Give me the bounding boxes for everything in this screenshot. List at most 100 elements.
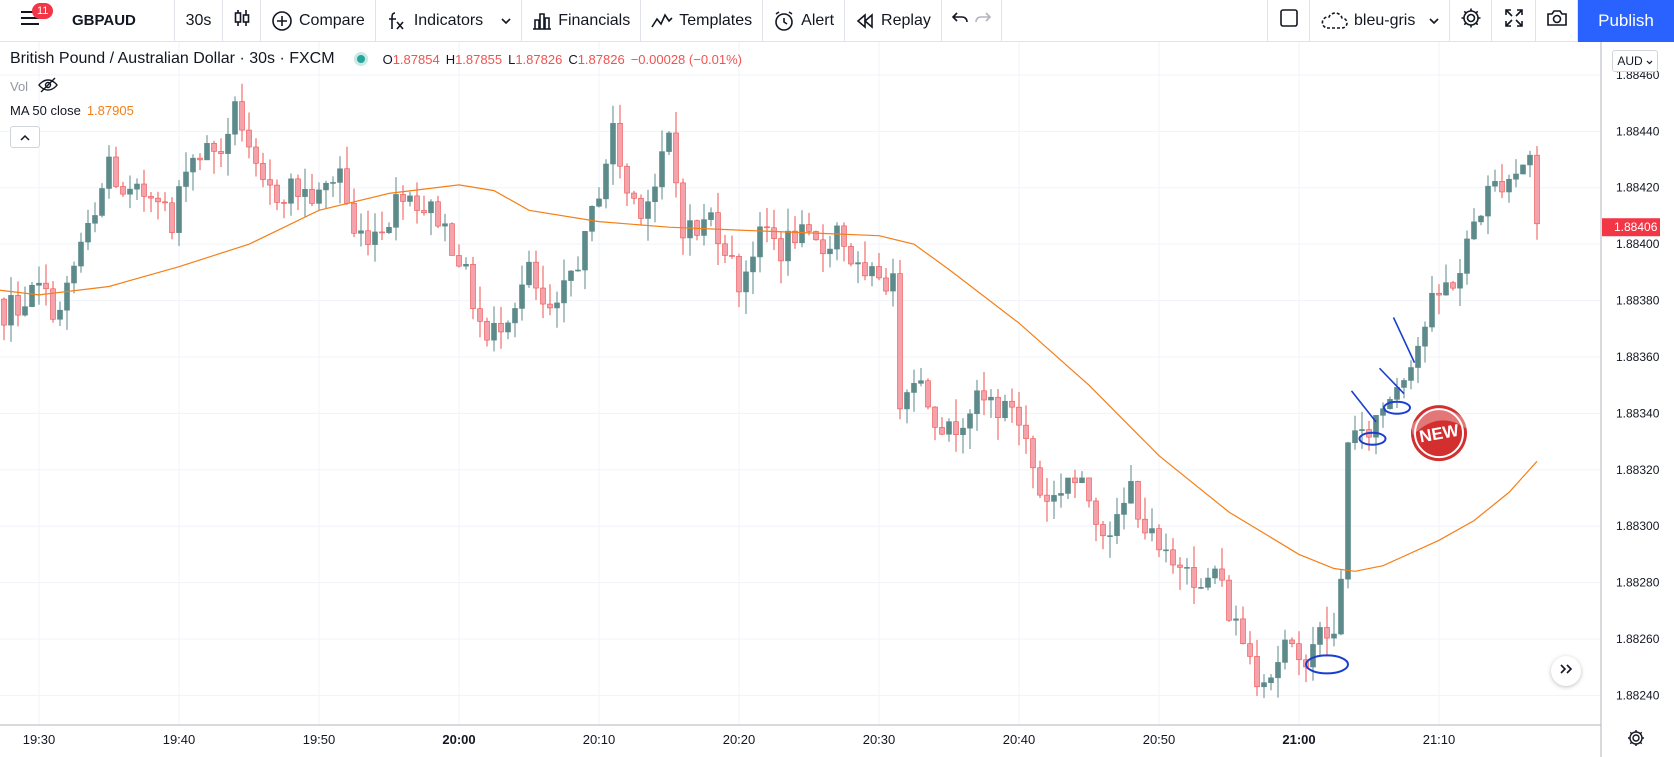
financials-button[interactable]: Financials: [522, 0, 642, 42]
candle-body-up: [505, 322, 511, 333]
candle: [743, 260, 749, 315]
candle: [981, 372, 987, 416]
candle-body-up: [904, 392, 910, 410]
candle: [190, 154, 196, 191]
candle-body-down: [673, 132, 679, 184]
market-status-dot[interactable]: [356, 55, 365, 63]
candle-body-up: [225, 133, 231, 154]
candle: [1065, 477, 1071, 500]
price-tick-label: 1.88280: [1616, 576, 1660, 590]
candle-body-down: [841, 225, 847, 247]
candle-body-up: [190, 157, 196, 173]
snapshot-button[interactable]: [1536, 0, 1578, 42]
candle-body-up: [85, 222, 91, 243]
candle-body-up: [1380, 408, 1386, 416]
ma-50-line: [0, 184, 1538, 572]
candle: [281, 199, 287, 219]
candle: [155, 191, 161, 220]
candle-body-up: [750, 256, 756, 273]
legend-collapse-button[interactable]: [10, 126, 40, 148]
symbol-description[interactable]: British Pound / Australian Dollar · 30s …: [10, 50, 335, 67]
candle: [799, 210, 805, 248]
candle: [1058, 473, 1064, 508]
candle-body-down: [414, 195, 420, 211]
redo-icon[interactable]: [975, 11, 991, 30]
candle: [631, 190, 637, 205]
compare-button[interactable]: Compare: [261, 0, 376, 42]
candle-body-up: [918, 380, 924, 384]
chevron-down-icon[interactable]: [501, 12, 511, 30]
settings-button[interactable]: [1450, 0, 1492, 42]
candle: [463, 257, 469, 270]
select-layout-button[interactable]: [1268, 0, 1310, 42]
candle: [855, 251, 861, 284]
drawing-line: [1392, 317, 1416, 363]
fullscreen-button[interactable]: [1492, 0, 1536, 42]
price-chart[interactable]: NEW 1.884601.884401.884201.884001.883801…: [0, 42, 1674, 757]
candle-body-up: [1352, 430, 1358, 444]
price-tick-label: 1.88380: [1616, 294, 1660, 308]
candle-body-down: [498, 323, 504, 333]
scroll-to-realtime-button[interactable]: [1551, 656, 1581, 686]
candle-body-up: [1128, 481, 1134, 504]
candle-body-down: [267, 179, 273, 186]
symbol-search[interactable]: GBPAUD: [60, 0, 175, 42]
candle-body-down: [883, 277, 889, 292]
candle-body-up: [652, 186, 658, 203]
candle: [603, 159, 609, 209]
candle-body-up: [1331, 633, 1337, 639]
ma-legend-row[interactable]: MA 50 close 1.87905: [10, 100, 742, 120]
eye-off-icon[interactable]: [38, 77, 58, 96]
undo-icon[interactable]: [951, 11, 968, 30]
candle-body-down: [295, 178, 301, 197]
candle-body-up: [1205, 577, 1211, 588]
replay-label: Replay: [881, 11, 931, 29]
candle: [897, 260, 903, 420]
candle: [1079, 471, 1085, 484]
candle-body-down: [981, 390, 987, 401]
currency-button[interactable]: AUD: [1612, 50, 1658, 72]
candle: [1499, 164, 1505, 199]
alert-button[interactable]: Alert: [763, 0, 846, 42]
candle: [848, 243, 854, 267]
candle-body-down: [1191, 567, 1197, 588]
indicators-button[interactable]: Indicators: [376, 0, 523, 42]
candle: [1380, 402, 1386, 428]
candle-body-down: [351, 202, 357, 234]
layout-name-button[interactable]: bleu-gris: [1310, 0, 1450, 42]
candle: [533, 250, 539, 300]
candle: [337, 156, 343, 204]
candle: [218, 138, 224, 167]
chart-type-button[interactable]: [223, 0, 261, 42]
candle: [1219, 548, 1225, 587]
time-tick-label: 21:00: [1282, 732, 1315, 747]
candle: [659, 130, 665, 200]
publish-button[interactable]: Publish: [1578, 0, 1674, 42]
candle: [512, 302, 518, 338]
volume-label: Vol: [10, 78, 29, 94]
interval-button[interactable]: 30s: [175, 0, 223, 42]
price-tick-label: 1.88300: [1616, 519, 1660, 533]
axis-settings-button[interactable]: [1624, 728, 1648, 752]
candles-layer: [1, 83, 1540, 699]
candle-body-down: [925, 380, 931, 408]
templates-button[interactable]: Templates: [641, 0, 764, 42]
candle-body-down: [113, 156, 119, 187]
candle: [449, 222, 455, 256]
candle: [589, 205, 595, 242]
candle-body-up: [1275, 662, 1281, 679]
replay-button[interactable]: Replay: [845, 0, 942, 42]
candle-body-down: [309, 189, 315, 204]
candle-body-down: [253, 146, 259, 164]
candle: [113, 146, 119, 189]
templates-icon: [651, 11, 673, 31]
candle: [526, 250, 532, 288]
candle: [344, 146, 350, 205]
candle: [1394, 377, 1400, 408]
candle-body-up: [1261, 682, 1267, 688]
candle: [1534, 146, 1540, 240]
candle-body-up: [1002, 400, 1008, 418]
plus-circle-icon: [271, 10, 293, 32]
main-menu-button[interactable]: 11: [0, 0, 60, 42]
candle: [1436, 284, 1442, 315]
